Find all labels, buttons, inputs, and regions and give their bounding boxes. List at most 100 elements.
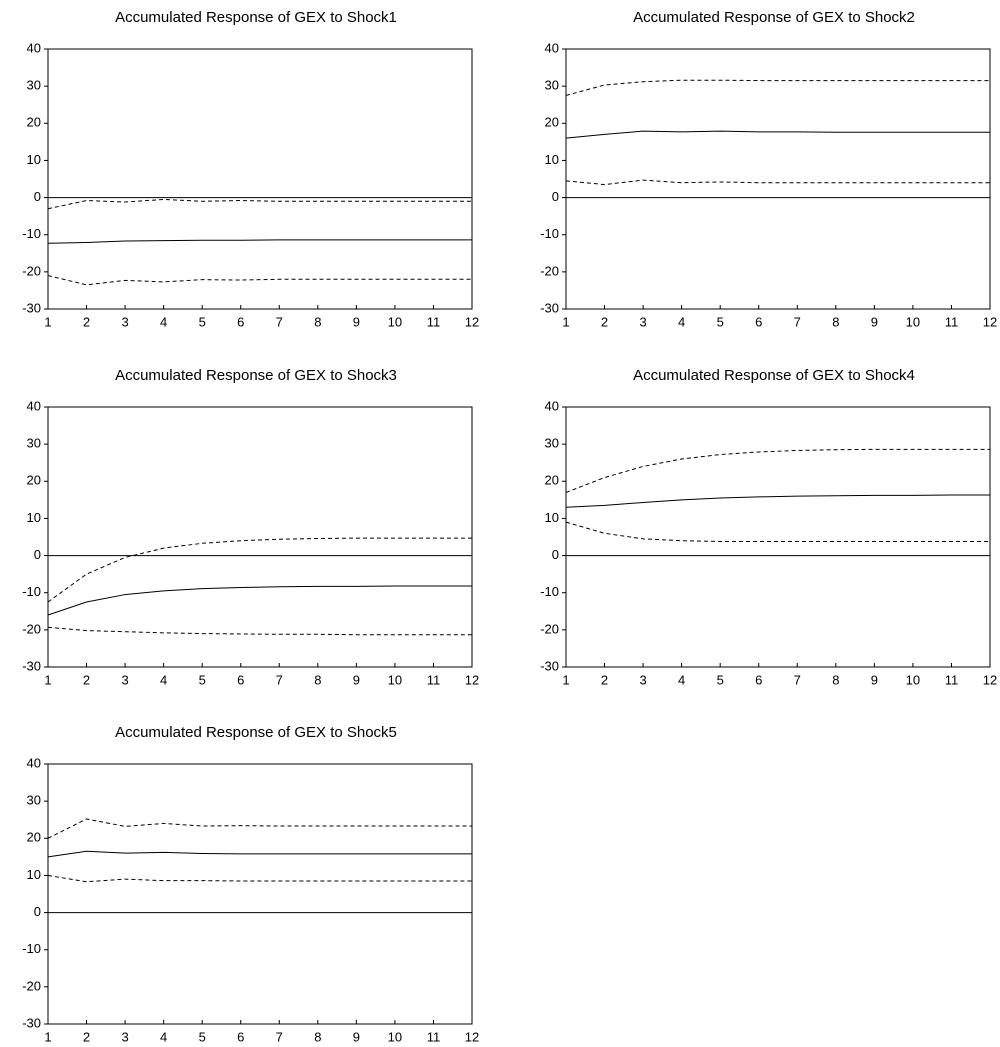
x-tick-label: 10 bbox=[388, 672, 402, 687]
x-tick-label: 4 bbox=[160, 314, 167, 329]
x-tick-label: 5 bbox=[717, 672, 724, 687]
x-tick-label: 9 bbox=[353, 672, 360, 687]
x-tick-label: 7 bbox=[276, 1029, 283, 1044]
y-tick-label: 0 bbox=[34, 904, 41, 919]
y-tick-label: -20 bbox=[22, 978, 41, 993]
x-tick-label: 1 bbox=[44, 1029, 51, 1044]
x-tick-label: 11 bbox=[945, 314, 959, 329]
series-line bbox=[47, 198, 472, 210]
x-tick-label: 10 bbox=[388, 1029, 402, 1044]
y-tick-label: 10 bbox=[27, 867, 41, 882]
x-tick-label: 1 bbox=[44, 314, 51, 329]
x-tick-label: 11 bbox=[945, 672, 959, 687]
x-tick-label: 11 bbox=[427, 672, 441, 687]
x-tick-label: 2 bbox=[83, 1029, 90, 1044]
series-line bbox=[565, 448, 990, 493]
chart-title: Accumulated Response of GEX to Shock1 bbox=[115, 9, 397, 26]
x-tick-label: 10 bbox=[906, 672, 920, 687]
x-tick-label: 2 bbox=[83, 314, 90, 329]
y-tick-label: 40 bbox=[545, 40, 559, 55]
plot-frame bbox=[565, 48, 991, 310]
x-tick-label: 5 bbox=[199, 672, 206, 687]
x-tick-label: 2 bbox=[601, 314, 608, 329]
x-tick-label: 11 bbox=[427, 314, 441, 329]
x-tick-label: 12 bbox=[983, 314, 997, 329]
y-tick-label: 30 bbox=[545, 78, 559, 93]
series-line bbox=[565, 130, 990, 139]
series-line bbox=[565, 521, 990, 542]
y-tick-label: -20 bbox=[540, 621, 559, 636]
x-tick-label: 12 bbox=[983, 672, 997, 687]
x-tick-label: 5 bbox=[717, 314, 724, 329]
y-tick-label: 30 bbox=[27, 436, 41, 451]
x-tick-label: 3 bbox=[121, 1029, 128, 1044]
y-tick-label: 40 bbox=[27, 755, 41, 770]
chart-title: Accumulated Response of GEX to Shock2 bbox=[633, 9, 915, 26]
y-tick-label: 20 bbox=[27, 115, 41, 130]
x-tick-label: 3 bbox=[121, 672, 128, 687]
y-tick-label: -20 bbox=[540, 263, 559, 278]
y-tick-label: 20 bbox=[545, 473, 559, 488]
x-tick-label: 4 bbox=[160, 672, 167, 687]
x-tick-label: 6 bbox=[237, 672, 244, 687]
series-line bbox=[47, 818, 472, 839]
y-tick-label: -30 bbox=[540, 658, 559, 673]
x-tick-label: 6 bbox=[755, 314, 762, 329]
x-tick-label: 12 bbox=[465, 1029, 479, 1044]
y-tick-label: 40 bbox=[27, 398, 41, 413]
y-tick-label: -10 bbox=[540, 226, 559, 241]
y-tick-label: 0 bbox=[552, 547, 559, 562]
series-line bbox=[565, 494, 990, 508]
y-tick-label: -10 bbox=[22, 584, 41, 599]
x-tick-label: 9 bbox=[871, 672, 878, 687]
y-tick-label: -10 bbox=[22, 226, 41, 241]
y-tick-label: 20 bbox=[545, 115, 559, 130]
plot-frame bbox=[47, 763, 473, 1025]
x-tick-label: 3 bbox=[121, 314, 128, 329]
y-tick-label: 10 bbox=[27, 152, 41, 167]
y-tick-label: 30 bbox=[27, 78, 41, 93]
series-line bbox=[47, 537, 472, 603]
series-line bbox=[47, 874, 472, 883]
x-tick-label: 9 bbox=[353, 314, 360, 329]
x-tick-label: 8 bbox=[314, 314, 321, 329]
y-tick-label: -10 bbox=[540, 584, 559, 599]
x-tick-label: 10 bbox=[906, 314, 920, 329]
x-tick-label: 6 bbox=[237, 1029, 244, 1044]
series-line bbox=[47, 850, 472, 858]
x-tick-label: 7 bbox=[276, 672, 283, 687]
x-tick-label: 6 bbox=[237, 314, 244, 329]
y-tick-label: 20 bbox=[27, 473, 41, 488]
x-tick-label: 11 bbox=[427, 1029, 441, 1044]
x-tick-label: 6 bbox=[755, 672, 762, 687]
x-tick-label: 10 bbox=[388, 314, 402, 329]
chart-title: Accumulated Response of GEX to Shock5 bbox=[115, 724, 397, 741]
x-tick-label: 8 bbox=[832, 314, 839, 329]
x-tick-label: 4 bbox=[160, 1029, 167, 1044]
x-tick-label: 5 bbox=[199, 1029, 206, 1044]
y-tick-label: 0 bbox=[34, 189, 41, 204]
series-line bbox=[47, 585, 472, 616]
x-tick-label: 8 bbox=[314, 1029, 321, 1044]
x-tick-label: 7 bbox=[794, 314, 801, 329]
y-tick-label: -10 bbox=[22, 941, 41, 956]
series-line bbox=[47, 275, 472, 286]
y-tick-label: 30 bbox=[27, 793, 41, 808]
x-tick-label: 8 bbox=[832, 672, 839, 687]
x-tick-label: 4 bbox=[678, 314, 685, 329]
y-tick-label: -30 bbox=[540, 300, 559, 315]
chart-title: Accumulated Response of GEX to Shock4 bbox=[633, 367, 915, 384]
y-tick-label: 20 bbox=[27, 830, 41, 845]
plot-frame bbox=[47, 48, 473, 310]
x-tick-label: 2 bbox=[601, 672, 608, 687]
y-tick-label: 40 bbox=[27, 40, 41, 55]
y-tick-label: -30 bbox=[22, 1015, 41, 1030]
x-tick-label: 7 bbox=[276, 314, 283, 329]
series-line bbox=[47, 239, 472, 244]
x-tick-label: 12 bbox=[465, 314, 479, 329]
y-tick-label: -20 bbox=[22, 621, 41, 636]
series-line bbox=[47, 626, 472, 636]
x-tick-label: 1 bbox=[562, 314, 569, 329]
